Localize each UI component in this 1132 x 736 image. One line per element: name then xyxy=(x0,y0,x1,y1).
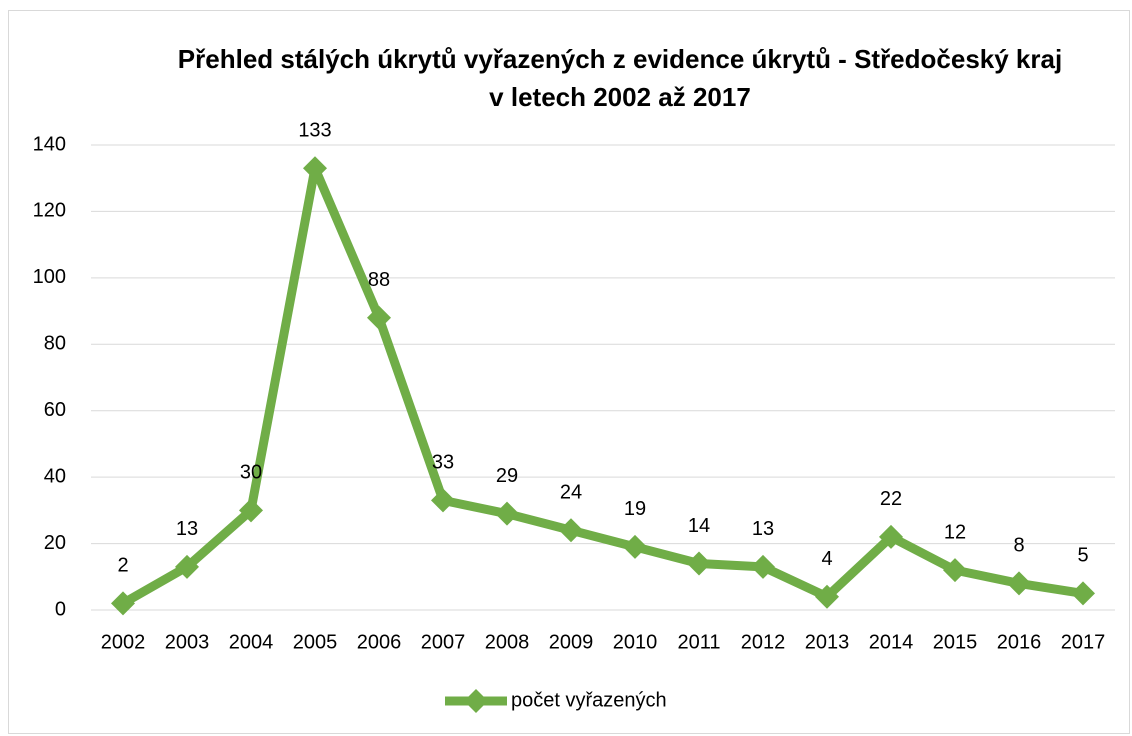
x-tick-label: 2009 xyxy=(549,631,594,653)
legend-label: počet vyřazených xyxy=(511,689,667,711)
data-point xyxy=(687,551,711,576)
chart-title: Přehled stálých úkrytů vyřazených z evid… xyxy=(177,44,1063,112)
y-tick-label: 100 xyxy=(33,266,66,288)
data-label: 30 xyxy=(240,462,262,484)
x-tick-label: 2013 xyxy=(805,631,850,653)
data-label: 12 xyxy=(944,521,966,543)
data-point xyxy=(879,524,903,549)
data-point xyxy=(239,498,263,523)
data-label: 133 xyxy=(298,120,331,142)
y-tick-label: 40 xyxy=(44,465,66,487)
x-tick-label: 2014 xyxy=(869,631,914,653)
data-label: 14 xyxy=(688,515,710,537)
data-point xyxy=(943,558,967,583)
data-point xyxy=(303,156,327,181)
data-point xyxy=(751,554,775,579)
x-tick-label: 2011 xyxy=(677,631,720,653)
x-tick-label: 2002 xyxy=(101,631,146,653)
chart-frame xyxy=(8,10,1130,734)
data-point xyxy=(175,554,199,579)
data-label: 4 xyxy=(821,548,832,570)
y-tick-label: 140 xyxy=(33,133,66,155)
x-tick-label: 2006 xyxy=(357,631,402,653)
data-label: 13 xyxy=(176,518,198,540)
data-point xyxy=(111,591,135,616)
x-tick-label: 2004 xyxy=(229,631,274,653)
data-label: 5 xyxy=(1077,545,1088,567)
data-point xyxy=(559,518,583,543)
data-label: 19 xyxy=(624,498,646,520)
data-label: 24 xyxy=(560,482,582,504)
data-point xyxy=(495,501,519,526)
y-tick-label: 80 xyxy=(44,333,66,355)
data-label: 88 xyxy=(368,269,390,291)
data-label: 33 xyxy=(432,452,454,474)
data-label: 29 xyxy=(496,465,518,487)
x-tick-label: 2003 xyxy=(165,631,210,653)
x-tick-label: 2008 xyxy=(485,631,530,653)
y-tick-label: 120 xyxy=(33,200,66,222)
data-label: 8 xyxy=(1013,535,1024,557)
x-tick-label: 2015 xyxy=(933,631,978,653)
x-tick-label: 2005 xyxy=(293,631,338,653)
x-tick-label: 2016 xyxy=(997,631,1042,653)
x-tick-label: 2017 xyxy=(1061,631,1106,653)
y-tick-label: 60 xyxy=(44,399,66,421)
data-label: 2 xyxy=(117,555,128,577)
data-point xyxy=(367,305,391,330)
data-label: 13 xyxy=(752,518,774,540)
data-point xyxy=(623,534,647,559)
y-tick-label: 0 xyxy=(55,598,66,620)
data-point xyxy=(815,584,839,609)
data-point xyxy=(1071,581,1095,606)
x-tick-label: 2007 xyxy=(421,631,466,653)
legend-marker xyxy=(464,689,488,713)
x-tick-label: 2010 xyxy=(613,631,658,653)
data-label: 22 xyxy=(880,488,902,510)
series-line xyxy=(120,163,1084,608)
y-tick-label: 20 xyxy=(44,532,66,554)
data-point xyxy=(431,488,455,513)
x-tick-label: 2012 xyxy=(741,631,786,653)
data-point xyxy=(1007,571,1031,596)
